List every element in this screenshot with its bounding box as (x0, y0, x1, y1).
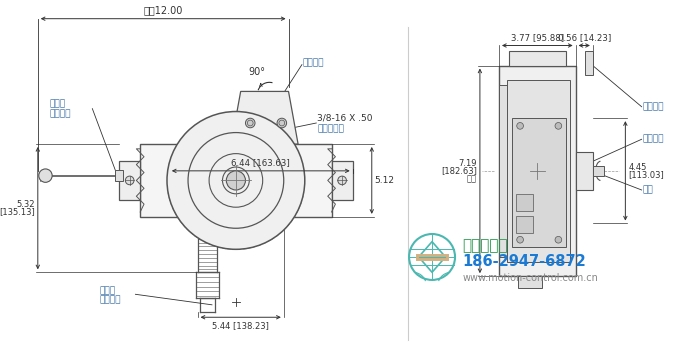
Bar (332, 161, 353, 200)
Text: 防旋支架: 防旋支架 (643, 102, 664, 111)
Text: 6.44 [163.63]: 6.44 [163.63] (232, 158, 290, 167)
Circle shape (338, 176, 346, 185)
Bar (509, 51, 566, 65)
Text: 可选的: 可选的 (99, 286, 116, 295)
Text: 0.56 [14.23]: 0.56 [14.23] (558, 33, 611, 42)
Circle shape (246, 118, 255, 128)
Bar (140, 144, 332, 217)
Bar (116, 170, 123, 181)
Circle shape (277, 118, 286, 128)
Text: 5.44 [138.23]: 5.44 [138.23] (212, 321, 269, 330)
Bar (499, 65, 575, 276)
Bar (585, 51, 593, 75)
Text: 防旋拉杆: 防旋拉杆 (49, 109, 71, 118)
Text: 西安德伍拓: 西安德伍拓 (463, 238, 508, 253)
Bar (517, 216, 533, 233)
Bar (119, 161, 140, 200)
Text: 最大12.00: 最大12.00 (144, 5, 183, 15)
Circle shape (517, 237, 524, 243)
Circle shape (226, 171, 246, 190)
Text: 可调节: 可调节 (49, 99, 65, 108)
Circle shape (517, 122, 524, 129)
Bar (499, 85, 507, 257)
Text: 安装支架: 安装支架 (303, 58, 324, 67)
Text: 3.77 [95.88]: 3.77 [95.88] (511, 33, 564, 42)
Bar (517, 194, 533, 211)
Text: 186-2947-6872: 186-2947-6872 (463, 254, 587, 269)
Circle shape (555, 122, 561, 129)
Polygon shape (231, 92, 298, 144)
Text: [182.63]: [182.63] (441, 166, 477, 175)
Bar (518, 276, 542, 288)
Text: 安装位置: 安装位置 (99, 296, 120, 304)
Text: 直径: 直径 (467, 174, 477, 183)
Bar (593, 166, 604, 176)
Text: 5.12: 5.12 (374, 176, 395, 185)
Text: 4.45: 4.45 (628, 163, 647, 171)
Text: www.motion-control.com.cn: www.motion-control.com.cn (463, 273, 598, 283)
Circle shape (38, 169, 52, 182)
Text: 90°: 90° (248, 67, 265, 77)
Text: 5.32: 5.32 (16, 200, 35, 209)
Text: 内六角螺栓: 内六角螺栓 (317, 124, 344, 133)
Bar (575, 152, 593, 190)
Text: 3/8-16 X .50: 3/8-16 X .50 (317, 114, 372, 123)
Text: 轴径: 轴径 (643, 186, 653, 195)
Text: [135.13]: [135.13] (0, 207, 35, 216)
Circle shape (125, 176, 134, 185)
Bar (512, 118, 566, 247)
Text: 7.19: 7.19 (458, 159, 477, 168)
Circle shape (167, 112, 304, 249)
Bar (507, 80, 570, 262)
Text: 轴夹紧环: 轴夹紧环 (643, 135, 664, 144)
Circle shape (555, 237, 561, 243)
Text: [113.03]: [113.03] (628, 170, 664, 179)
